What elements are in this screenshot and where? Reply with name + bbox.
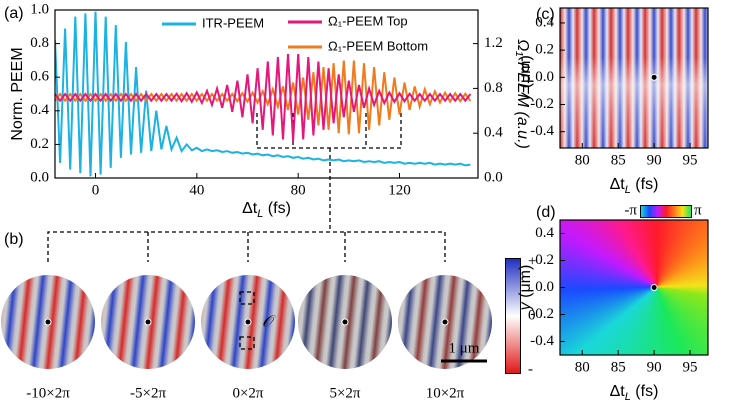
- x-label-sub: L: [625, 184, 631, 196]
- phase-colorbar: [640, 205, 692, 218]
- y-tick-label: 0.8: [30, 35, 49, 51]
- diverging-colorbar: [505, 258, 521, 374]
- y-tick-label: 0.2: [535, 42, 554, 58]
- frame-label: 0×2π: [232, 385, 263, 401]
- y-tick-label: -0.4: [530, 333, 554, 349]
- y-tick-label: 0.8: [484, 80, 503, 96]
- y-label-unit: (μm): [517, 265, 534, 303]
- x-tick-label: 85: [611, 359, 626, 375]
- y-tick-label: 0.0: [535, 69, 554, 85]
- colorbar-label: 0: [528, 307, 536, 323]
- x-tick-label: 0: [92, 182, 100, 198]
- y-tick-label: 1.2: [484, 35, 503, 51]
- marker: [650, 284, 658, 291]
- origin-label: 𝒪: [262, 314, 276, 331]
- x-tick-label: 40: [189, 182, 204, 198]
- frame-label: 5×2π: [329, 385, 360, 401]
- center-dot: [244, 318, 252, 326]
- x-tick-label: 80: [291, 182, 306, 198]
- colorbar-label: +: [528, 253, 536, 269]
- frame-label: -5×2π: [130, 385, 166, 401]
- marker: [650, 73, 658, 81]
- data-line: [55, 60, 472, 135]
- x-label-main: Δt: [610, 383, 626, 400]
- heatmap-d: [560, 220, 708, 355]
- plot-frame: [54, 9, 479, 179]
- x-tick-label: 95: [683, 359, 698, 375]
- x-axis-label: ΔtL (fs): [610, 176, 659, 196]
- roi-box: [239, 291, 255, 305]
- center-dot: [144, 318, 152, 326]
- panel-label: (d): [536, 204, 556, 221]
- x-tick-label: 90: [647, 359, 662, 375]
- x-axis-label: ΔtL (fs): [610, 383, 659, 403]
- x-tick-label: 85: [611, 152, 626, 168]
- panel-label: (b): [4, 231, 24, 248]
- y-tick-label: 0.4: [535, 225, 554, 241]
- legend-label: Ω₁-PEEM Bottom: [328, 38, 428, 53]
- y-tick-label: 0.6: [30, 69, 49, 85]
- panel-label: (a): [4, 5, 24, 22]
- y-axis-label: y (μm): [517, 265, 534, 312]
- x-axis-label: ΔtL (fs): [242, 200, 291, 220]
- data-line: [55, 53, 472, 142]
- center-dot: [441, 318, 449, 326]
- x-label-main: Δt: [610, 176, 626, 193]
- plot-frame: [559, 219, 709, 356]
- x-label-sub: L: [625, 391, 631, 403]
- x-label-unit: (fs): [631, 383, 659, 400]
- scale-bar-label: 1 μm: [449, 340, 480, 356]
- frame-label: -10×2π: [26, 385, 70, 401]
- x-label-sub: L: [257, 208, 263, 220]
- y-tick-label: -0.4: [530, 123, 554, 139]
- x-label-unit: (fs): [263, 200, 291, 217]
- heatmap-c-shade: [560, 8, 708, 148]
- y-tick-label: 0.0: [535, 279, 554, 295]
- x-label-unit: (fs): [631, 176, 659, 193]
- y-tick-label: 1.0: [30, 1, 49, 17]
- y-label-var: y: [517, 92, 534, 102]
- y-tick-label: 0.2: [30, 136, 49, 152]
- plot-frame: [559, 7, 709, 149]
- zoom-bracket: [47, 113, 446, 262]
- center-dot: [44, 318, 52, 326]
- y-tick-label: 0.4: [535, 14, 554, 30]
- center-dot: [341, 318, 349, 326]
- x-tick-label: 80: [575, 152, 590, 168]
- colorbar-label: π: [694, 202, 702, 218]
- legend-label: Ω₁-PEEM Top: [328, 13, 408, 28]
- x-tick-label: 90: [647, 152, 662, 168]
- y-tick-label: 0.4: [484, 125, 503, 141]
- y-axis-label: Norm. PEEM: [9, 47, 26, 140]
- colorbar-label: -π: [624, 202, 637, 218]
- x-tick-label: 120: [388, 182, 411, 198]
- y-label-unit: (μm): [517, 55, 534, 93]
- roi-box: [239, 336, 255, 350]
- y-tick-label: 0.4: [30, 102, 49, 118]
- y-tick-label: 0.0: [484, 169, 503, 185]
- x-tick-label: 80: [575, 359, 590, 375]
- y-tick-label: 0.2: [535, 252, 554, 268]
- y-axis-label: y (μm): [517, 55, 534, 102]
- colorbar-label: -: [528, 361, 533, 377]
- y-label-var: y: [517, 301, 534, 311]
- y-tick-label: -0.2: [530, 306, 554, 322]
- x-label-main: Δt: [242, 200, 258, 217]
- x-tick-label: 95: [683, 152, 698, 168]
- y-tick-label: 0.0: [30, 169, 49, 185]
- y2-axis-label: Ω₁-PEEM (a.u.): [514, 39, 531, 149]
- frame-label: 10×2π: [426, 385, 465, 401]
- data-line: [55, 11, 471, 177]
- legend-label: ITR-PEEM: [202, 15, 264, 30]
- y-tick-label: -0.2: [530, 96, 554, 112]
- panel-label: (c): [536, 6, 555, 23]
